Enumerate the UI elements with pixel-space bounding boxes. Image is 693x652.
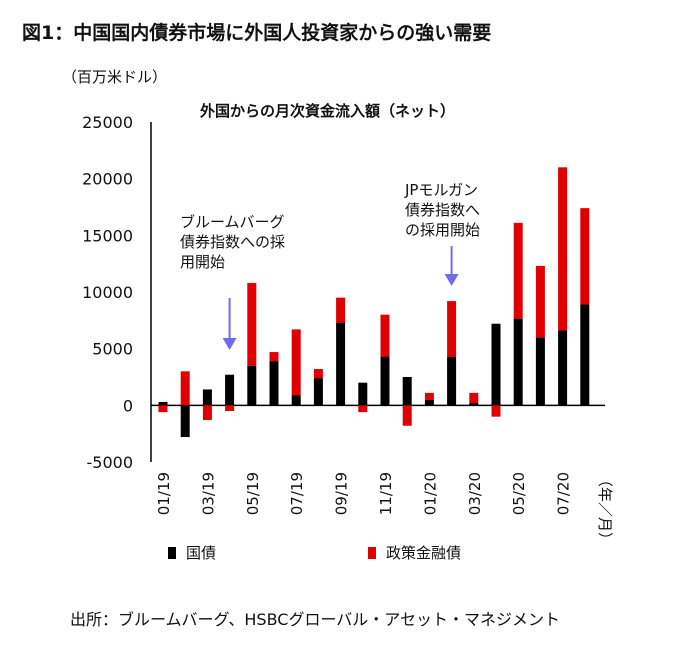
y-tick-label: 0 bbox=[123, 396, 133, 415]
bar-policy-05-20 bbox=[513, 222, 523, 319]
bar-gov-11-19 bbox=[380, 356, 390, 406]
bar-policy-06-19 bbox=[269, 352, 279, 362]
chart-title: 外国からの月次資金流入額（ネット） bbox=[200, 102, 456, 120]
bar-policy-07-19 bbox=[291, 329, 301, 396]
bar-policy-10-19 bbox=[358, 405, 368, 413]
bar-gov-02-20 bbox=[447, 356, 457, 406]
annotation-bloomberg: ブルームバーグ 債券指数への採 用開始 bbox=[180, 212, 285, 272]
bar-policy-03-20 bbox=[469, 392, 479, 404]
x-tick-label: 09/19 bbox=[333, 472, 351, 515]
y-tick-label: -5000 bbox=[87, 453, 134, 472]
bar-gov-09-19 bbox=[336, 322, 346, 406]
bar-gov-07-19 bbox=[291, 395, 301, 406]
bar-policy-03-19 bbox=[202, 405, 212, 421]
bar-policy-01-19 bbox=[158, 405, 168, 413]
arrow-down-icon bbox=[222, 338, 237, 350]
legend-swatch bbox=[368, 546, 376, 559]
bar-gov-06-19 bbox=[269, 361, 279, 406]
bar-gov-03-19 bbox=[202, 389, 212, 406]
x-tick-label: 11/19 bbox=[377, 472, 395, 515]
bar-gov-04-20 bbox=[491, 323, 501, 406]
bar-policy-01-20 bbox=[424, 392, 434, 400]
x-tick-label: 01/20 bbox=[421, 472, 439, 515]
annotation-line: 用開始 bbox=[180, 253, 226, 271]
bar-policy-09-19 bbox=[336, 297, 346, 323]
bar-policy-08-19 bbox=[313, 369, 323, 379]
annotation-jpmorgan: JPモルガン 債券指数へ の採用開始 bbox=[405, 180, 480, 240]
bar-gov-08-19 bbox=[313, 378, 323, 406]
annotation-line: の採用開始 bbox=[405, 221, 481, 239]
bar-gov-05-19 bbox=[247, 365, 257, 406]
source-note: 出所：ブルームバーグ、HSBCグローバル・アセット・マネジメント bbox=[70, 610, 560, 629]
y-tick-label: 5000 bbox=[92, 340, 133, 359]
x-tick-label: 05/19 bbox=[244, 472, 262, 515]
bar-policy-11-19 bbox=[380, 314, 390, 357]
x-tick-label: 05/20 bbox=[510, 472, 528, 515]
legend-item-gov: 国債 bbox=[168, 542, 216, 563]
annotation-line: ブルームバーグ bbox=[180, 213, 285, 231]
bar-policy-12-19 bbox=[402, 405, 412, 426]
bar-policy-04-20 bbox=[491, 405, 501, 417]
y-axis-unit: （百万米ドル） bbox=[62, 68, 168, 86]
bar-gov-04-19 bbox=[225, 374, 235, 406]
bar-policy-02-19 bbox=[180, 371, 190, 406]
bar-gov-10-19 bbox=[358, 382, 368, 406]
x-axis-unit: （年／月） bbox=[596, 472, 614, 547]
bar-gov-01-20 bbox=[424, 399, 434, 406]
x-tick-label: 01/19 bbox=[155, 472, 173, 515]
legend-item-policy: 政策金融債 bbox=[368, 542, 461, 563]
bar-gov-12-19 bbox=[402, 377, 412, 406]
y-tick-label: 25000 bbox=[82, 113, 133, 132]
arrow-down-icon bbox=[444, 274, 459, 286]
bar-gov-07-20 bbox=[558, 330, 568, 406]
bar-gov-02-19 bbox=[180, 405, 190, 438]
bar-policy-07-20 bbox=[558, 167, 568, 331]
bar-gov-08-20 bbox=[580, 304, 590, 406]
x-tick-label: 07/20 bbox=[555, 472, 573, 515]
y-tick-label: 15000 bbox=[82, 226, 133, 245]
annotation-line: 債券指数への採 bbox=[180, 233, 286, 251]
annotation-line: 債券指数へ bbox=[405, 201, 481, 219]
bar-policy-05-19 bbox=[247, 282, 257, 366]
x-tick-label: 03/20 bbox=[466, 472, 484, 515]
bar-gov-03-20 bbox=[469, 403, 479, 406]
legend-swatch bbox=[168, 546, 176, 559]
legend-label: 国債 bbox=[186, 544, 217, 562]
x-tick-label: 03/19 bbox=[199, 472, 217, 515]
annotation-line: JPモルガン bbox=[405, 181, 479, 199]
y-tick-label: 10000 bbox=[82, 283, 133, 302]
figure-title: 図1：中国国内債券市場に外国人投資家からの強い需要 bbox=[22, 22, 492, 44]
bar-policy-06-20 bbox=[535, 265, 545, 338]
bar-gov-05-20 bbox=[513, 318, 523, 406]
bar-gov-06-20 bbox=[535, 337, 545, 406]
legend-label: 政策金融債 bbox=[386, 544, 462, 562]
y-tick-label: 20000 bbox=[82, 170, 133, 189]
bar-policy-02-20 bbox=[447, 301, 457, 357]
bar-policy-04-19 bbox=[225, 405, 235, 411]
x-tick-label: 07/19 bbox=[288, 472, 306, 515]
bar-gov-01-19 bbox=[158, 401, 168, 406]
bar-policy-08-20 bbox=[580, 208, 590, 305]
